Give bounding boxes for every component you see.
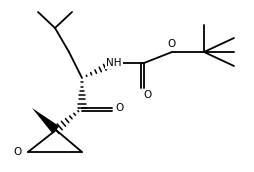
Text: O: O	[14, 147, 22, 157]
Text: O: O	[143, 90, 151, 100]
Text: NH: NH	[106, 58, 122, 68]
Polygon shape	[32, 108, 59, 134]
Text: O: O	[116, 103, 124, 113]
Text: O: O	[168, 39, 176, 49]
